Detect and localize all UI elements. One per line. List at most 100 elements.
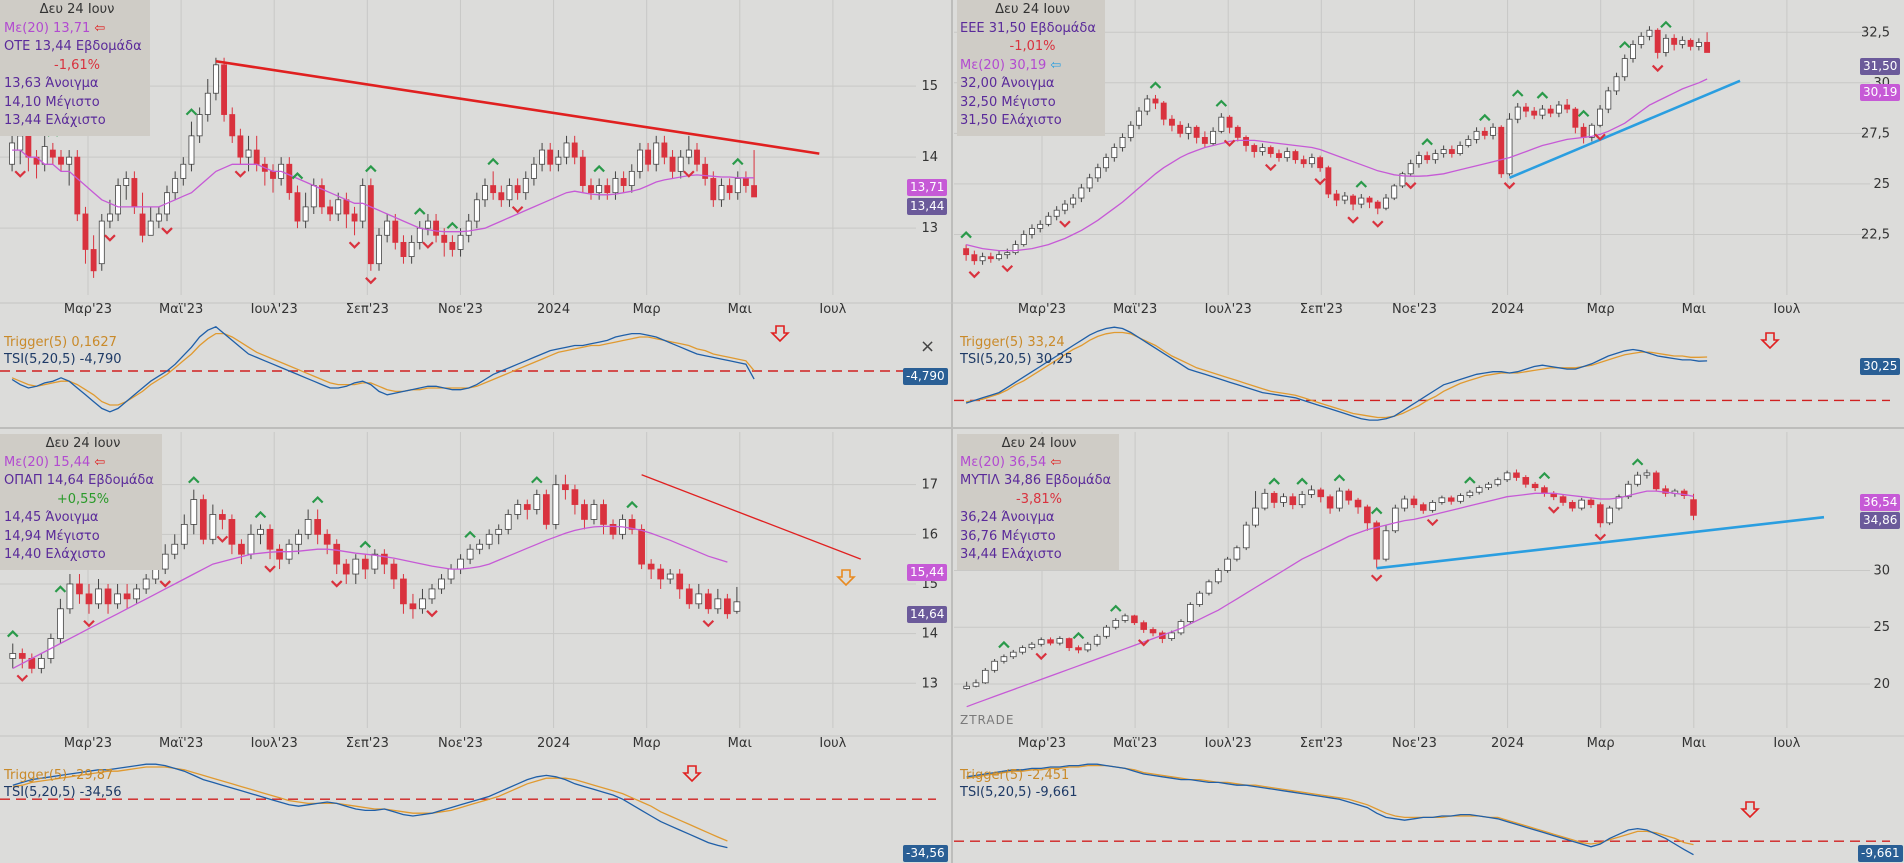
candle <box>596 185 603 194</box>
ma-price-tag-2: 15,44 <box>907 564 948 581</box>
candle <box>302 206 309 222</box>
candle <box>1383 197 1389 209</box>
candle <box>1317 489 1325 498</box>
tsi-tag-1: 30,25 <box>1860 358 1901 375</box>
candle <box>424 220 431 229</box>
candle <box>1205 581 1213 594</box>
close-icon[interactable]: × <box>920 336 936 357</box>
candle <box>343 199 350 215</box>
candle <box>1004 252 1011 256</box>
sell-signal-arrow <box>104 234 116 242</box>
candle <box>276 548 283 560</box>
info-panel-3: Δευ 24 Ιουν Με(20) 36,54 ⇦ ΜΥΤΙΛ 34,86 Ε… <box>960 435 1118 565</box>
candle <box>1084 643 1092 651</box>
candle <box>152 568 160 580</box>
candle <box>155 213 162 222</box>
candle <box>1070 197 1077 205</box>
candle <box>1210 130 1217 144</box>
x-month-label: Σεπ'23 <box>1300 302 1343 317</box>
candle <box>1168 632 1175 639</box>
candle <box>676 573 684 590</box>
tsi-tag-3: -9,661 <box>1858 845 1903 862</box>
info-open: 13,63 Άνοιγμα <box>4 76 99 91</box>
candle <box>1121 615 1129 621</box>
down-arrow-annotation-icon <box>1740 801 1760 819</box>
x-month-label: 2024 <box>537 736 570 751</box>
candle <box>247 533 255 555</box>
candle <box>661 142 668 158</box>
candle <box>1218 116 1225 132</box>
candle <box>1447 497 1455 502</box>
candle <box>742 178 749 186</box>
candle <box>142 578 150 590</box>
candle <box>408 241 415 257</box>
trigger-line <box>966 764 1694 846</box>
candle <box>1289 496 1297 506</box>
candle <box>1391 185 1398 199</box>
candle <box>392 220 399 243</box>
candle <box>1514 106 1521 120</box>
trend-line <box>641 474 861 560</box>
buy-signal-arrow <box>1072 631 1085 640</box>
sell-signal-arrow <box>1347 216 1359 224</box>
candle <box>133 588 140 600</box>
buy-signal-arrow <box>365 164 377 173</box>
y-tick-label: 17 <box>921 478 938 493</box>
candle <box>1280 496 1287 503</box>
candle <box>1094 167 1101 179</box>
candle <box>1193 126 1200 138</box>
candle <box>1149 629 1157 634</box>
candle <box>76 583 83 595</box>
candle <box>1000 656 1008 662</box>
arrow-left-icon: ⇦ <box>1050 57 1062 73</box>
buy-signal-arrow <box>531 476 543 484</box>
candle <box>1056 638 1064 644</box>
candle <box>653 142 660 165</box>
candle <box>636 149 643 172</box>
candle <box>996 254 1003 260</box>
candle <box>1144 98 1151 112</box>
candle <box>1358 197 1365 205</box>
candle <box>1300 159 1307 165</box>
candle <box>666 573 674 580</box>
candle <box>1475 487 1483 493</box>
candle <box>734 178 741 194</box>
candle <box>245 149 252 158</box>
sell-signal-arrow <box>1547 506 1560 514</box>
candle <box>647 563 655 570</box>
sell-signal-arrow <box>330 580 343 588</box>
candle <box>504 514 512 530</box>
candle <box>1224 558 1231 571</box>
sell-signal-arrow <box>264 565 276 573</box>
candle <box>751 185 758 198</box>
candle <box>971 254 978 262</box>
candle <box>645 149 652 165</box>
candle <box>238 543 245 555</box>
candle <box>1234 126 1241 138</box>
candle <box>37 658 45 669</box>
tsi-label: TSI(5,20,5) 30,25 <box>960 352 1073 367</box>
candle <box>669 156 676 172</box>
candle <box>972 682 980 687</box>
candle <box>400 241 407 257</box>
candle <box>1152 98 1159 104</box>
candle <box>1292 151 1299 161</box>
candle <box>104 588 112 605</box>
candle <box>555 156 562 165</box>
x-month-label: Ιουλ'23 <box>251 736 298 751</box>
candle <box>963 685 970 689</box>
candle <box>1401 498 1408 509</box>
x-month-label: Νοε'23 <box>438 736 483 751</box>
candle <box>257 528 264 535</box>
candle <box>1336 490 1343 509</box>
candle <box>979 256 986 262</box>
candle <box>506 185 513 201</box>
candle <box>514 185 521 194</box>
candle <box>1111 147 1118 159</box>
buy-signal-arrow <box>1660 20 1672 29</box>
buy-signal-arrow <box>1355 180 1368 188</box>
x-month-label: Σεπ'23 <box>346 736 389 751</box>
info-pct: +0,55% <box>56 491 110 507</box>
candle <box>539 149 546 165</box>
candle <box>1634 474 1641 485</box>
